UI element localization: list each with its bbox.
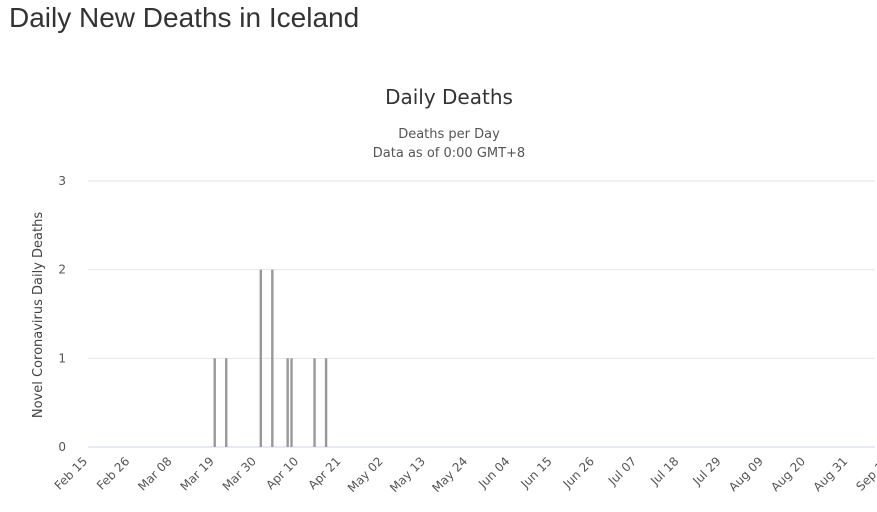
bar[interactable]: [213, 358, 216, 447]
y-tick-label: 1: [58, 351, 66, 365]
y-tick-label: 3: [58, 174, 66, 188]
bar[interactable]: [324, 358, 328, 447]
x-tick-label: Mar 30: [220, 454, 259, 493]
y-tick-label: 2: [58, 263, 66, 277]
bar[interactable]: [286, 358, 289, 447]
x-tick-label: Jun 15: [517, 454, 554, 491]
x-tick-label: Apr 21: [305, 454, 343, 492]
x-tick-label: Sep 11: [853, 454, 877, 493]
x-tick-label: Jul 18: [647, 454, 681, 488]
chart-subtitle-1: Deaths per Day: [398, 127, 500, 142]
chart-title: Daily Deaths: [385, 85, 513, 109]
x-tick-label: Aug 09: [726, 454, 766, 494]
y-axis-label: Novel Coronavirus Daily Deaths: [31, 212, 46, 418]
x-tick-label: Aug 20: [768, 454, 808, 494]
x-tick-label: Apr 10: [263, 454, 301, 492]
x-tick-label: Mar 19: [177, 454, 216, 493]
x-tick-label: Jul 07: [605, 454, 639, 488]
x-tick-label: Mar 08: [135, 454, 174, 493]
x-tick-label: Jun 04: [475, 454, 512, 491]
bar[interactable]: [290, 358, 293, 447]
chart-subtitle-2: Data as of 0:00 GMT+8: [373, 146, 525, 161]
bar[interactable]: [259, 269, 262, 447]
bar[interactable]: [271, 269, 274, 447]
x-tick-label: May 02: [345, 454, 386, 495]
page-title: Daily New Deaths in Iceland: [9, 2, 360, 33]
x-tick-label: Aug 31: [810, 454, 850, 494]
bar[interactable]: [313, 358, 316, 447]
y-tick-label: 0: [58, 440, 66, 454]
x-tick-label: May 13: [387, 454, 428, 495]
x-tick-label: May 24: [429, 454, 470, 495]
x-tick-label: Feb 26: [94, 454, 132, 492]
bar[interactable]: [225, 358, 228, 447]
x-tick-label: Jun 26: [560, 454, 597, 491]
x-tick-label: Feb 15: [52, 454, 90, 492]
x-tick-label: Jul 29: [689, 454, 723, 488]
